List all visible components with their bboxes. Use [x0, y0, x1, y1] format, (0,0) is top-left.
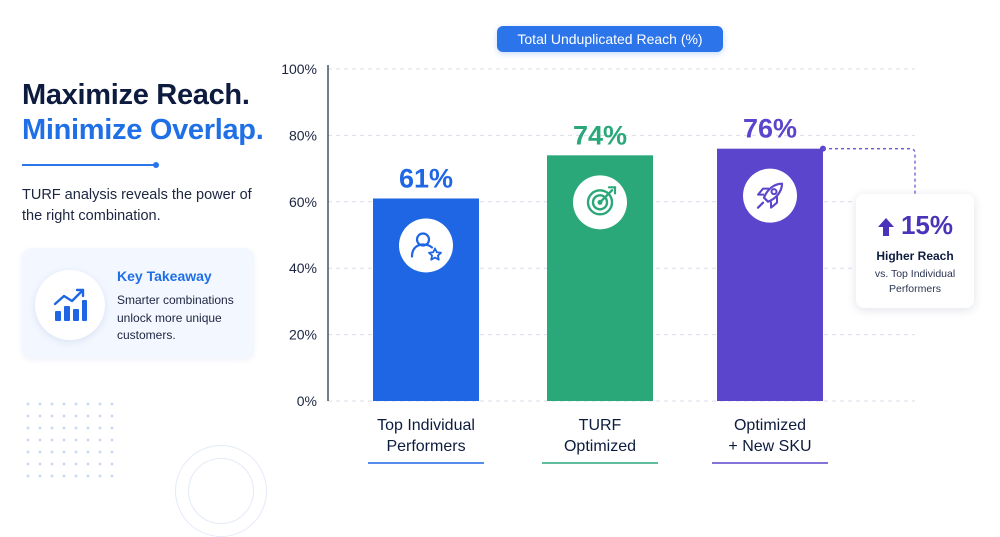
user-star-icon	[410, 232, 442, 261]
data-label: 76%	[743, 114, 797, 144]
arrow-up-icon	[877, 218, 894, 236]
x-tick-label: TURF	[579, 417, 622, 434]
y-tick-label: 60%	[289, 194, 317, 210]
takeaway-body: Smarter combinations unlock more unique …	[117, 293, 234, 342]
divider-line	[22, 164, 156, 166]
rising-bar-chart-icon	[35, 270, 105, 340]
key-takeaway-card: Key Takeaway Smarter combinations unlock…	[22, 248, 254, 358]
callout-value: 15%	[900, 210, 954, 240]
x-tick-label: Top Individual	[377, 417, 475, 434]
target-icon	[586, 186, 617, 216]
headline-line-1: Maximize Reach.	[22, 79, 250, 111]
callout-value-row: 15%	[856, 210, 974, 241]
headline-line-2: Minimize Overlap.	[22, 114, 264, 146]
callout-connector	[823, 148, 916, 194]
chart-title: Total Unduplicated Reach (%)	[497, 26, 723, 52]
intro-text: TURF analysis reveals the power of the r…	[22, 187, 252, 224]
y-tick-label: 0%	[297, 393, 317, 409]
data-label: 74%	[573, 120, 627, 150]
y-tick-label: 20%	[289, 327, 317, 343]
x-tick-label: Performers	[386, 438, 465, 455]
bar-icon-circle	[743, 168, 797, 223]
callout-label: Higher Reach	[876, 249, 954, 263]
higher-reach-callout: 15% Higher Reach vs. Top Individual Perf…	[856, 194, 974, 308]
divider-dot	[153, 162, 159, 168]
x-tick-label: Optimized	[734, 417, 806, 434]
x-tick-label: + New SKU	[728, 438, 811, 455]
y-tick-label: 80%	[289, 127, 317, 143]
y-tick-label: 100%	[281, 61, 317, 77]
callout-sub: vs. Top Individual Performers	[874, 268, 956, 295]
x-tick-label: Optimized	[564, 438, 636, 455]
headline: Maximize Reach. Minimize Overlap.	[22, 78, 264, 148]
rocket-icon	[756, 182, 784, 209]
takeaway-title: Key Takeaway	[117, 268, 212, 284]
reach-bar-chart: 0% 20% 40% 60% 80% 100% 61% Top Individual Perfo…	[281, 61, 916, 464]
decorative-dot-grid	[22, 398, 118, 478]
y-tick-label: 40%	[289, 260, 317, 276]
data-label: 61%	[399, 163, 453, 193]
